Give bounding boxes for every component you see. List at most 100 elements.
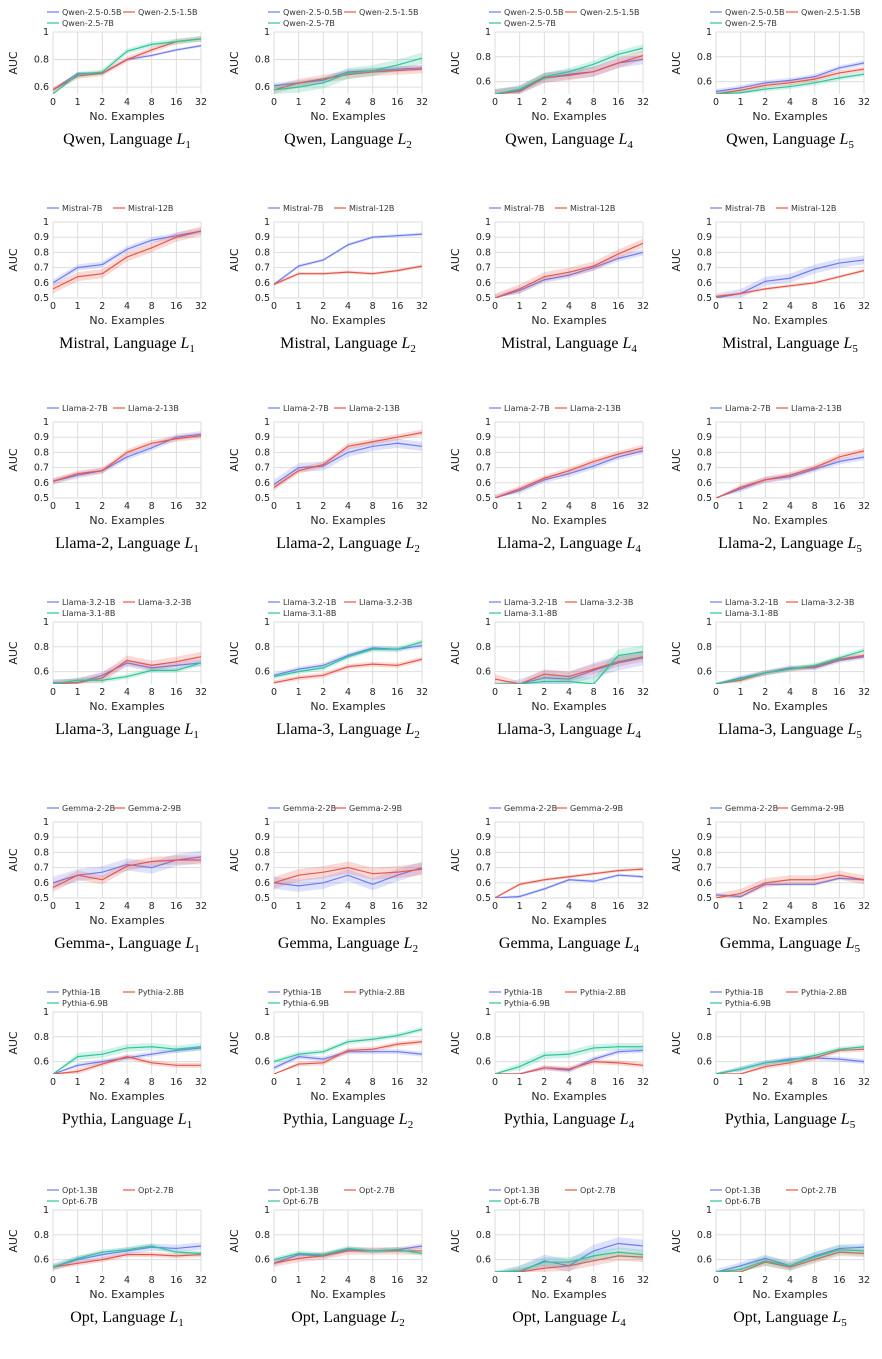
x-axis-label: No. Examples (310, 314, 385, 327)
confidence-band (716, 66, 864, 94)
plot-area (716, 255, 864, 298)
x-tick-label: 2 (762, 501, 768, 512)
x-tick-label: 0 (50, 1077, 56, 1088)
x-tick-label: 16 (170, 1077, 182, 1088)
panel-caption: Llama-2, Language L4 (497, 535, 641, 555)
plot-area (53, 36, 201, 94)
confidence-band (274, 232, 422, 286)
x-tick-label: 8 (370, 687, 376, 698)
y-tick-label: 0.6 (476, 278, 491, 289)
y-tick-label: 1 (264, 27, 270, 38)
y-tick-label: 0.9 (255, 832, 270, 843)
y-tick-label: 0.9 (476, 832, 491, 843)
x-tick-label: 0 (492, 1077, 498, 1088)
x-tick-label: 16 (391, 901, 403, 912)
x-axis-label: No. Examples (752, 1288, 827, 1301)
chart-panel: 0 1 2 4 8 16 32 0.6 0.8 1 No. Examples AUC Llama-3.2… (7, 598, 207, 741)
legend-label: Llama-3.2-1B (725, 598, 778, 607)
x-tick-label: 2 (762, 901, 768, 912)
x-tick-label: 1 (296, 97, 302, 108)
y-tick-label: 1 (706, 1205, 712, 1216)
panel-caption: Llama-3, Language L2 (276, 721, 420, 741)
legend-label: Qwen-2.5-0.5B (62, 8, 122, 17)
y-axis-label: AUC (7, 51, 20, 75)
panel-caption: Llama-2, Language L2 (276, 535, 420, 555)
y-tick-label: 1 (706, 1007, 712, 1018)
y-tick-label: 0.8 (34, 1230, 49, 1241)
y-tick-label: 0.9 (255, 232, 270, 243)
y-tick-label: 0.6 (697, 278, 712, 289)
x-tick-label: 32 (195, 687, 207, 698)
x-tick-label: 32 (195, 1077, 207, 1088)
series-line (53, 433, 201, 482)
x-tick-label: 4 (566, 687, 572, 698)
legend-label: Llama-3.1-8B (62, 609, 115, 618)
y-tick-label: 0.7 (697, 263, 712, 274)
x-tick-label: 0 (271, 1275, 277, 1286)
x-tick-label: 32 (195, 97, 207, 108)
x-tick-label: 0 (271, 501, 277, 512)
plot-area (495, 1043, 643, 1074)
x-axis-label: No. Examples (89, 110, 164, 123)
series-line (274, 641, 422, 678)
series-line (274, 867, 422, 887)
legend-label: Mistral-12B (128, 204, 173, 213)
x-tick-label: 2 (99, 501, 105, 512)
y-tick-label: 0.7 (34, 263, 49, 274)
y-tick-label: 0.7 (255, 863, 270, 874)
legend-label: Llama-3.2-3B (580, 598, 633, 607)
series-line (274, 68, 422, 91)
y-tick-label: 1 (485, 27, 491, 38)
x-tick-label: 4 (787, 301, 793, 312)
y-tick-label: 0.8 (476, 1032, 491, 1043)
x-tick-label: 4 (787, 1275, 793, 1286)
series-line (274, 1247, 422, 1261)
series-line (53, 1046, 201, 1074)
x-tick-label: 2 (541, 687, 547, 698)
y-tick-label: 0.9 (34, 432, 49, 443)
y-tick-label: 0.8 (34, 247, 49, 258)
series-line (495, 656, 643, 684)
legend-label: Llama-2-13B (791, 404, 842, 413)
x-tick-label: 4 (124, 687, 130, 698)
x-tick-label: 1 (517, 501, 523, 512)
x-tick-label: 16 (833, 301, 845, 312)
x-tick-label: 4 (124, 1275, 130, 1286)
x-tick-label: 1 (738, 97, 744, 108)
x-tick-label: 1 (738, 301, 744, 312)
series-line (495, 447, 643, 498)
series-line (716, 649, 864, 684)
legend-label: Llama-3.2-3B (359, 598, 412, 607)
x-tick-label: 0 (271, 97, 277, 108)
y-axis-label: AUC (449, 248, 462, 272)
confidence-band (53, 1252, 201, 1270)
y-tick-label: 0.6 (34, 667, 49, 678)
series-line (274, 866, 422, 884)
x-tick-label: 4 (787, 501, 793, 512)
x-axis-label: No. Examples (89, 514, 164, 527)
y-tick-label: 1 (43, 1205, 49, 1216)
x-tick-label: 1 (517, 301, 523, 312)
y-tick-label: 0.9 (697, 232, 712, 243)
x-tick-label: 4 (345, 97, 351, 108)
confidence-band (495, 1043, 643, 1074)
y-tick-label: 0.8 (34, 1032, 49, 1043)
x-tick-label: 8 (370, 901, 376, 912)
y-tick-label: 0.9 (34, 832, 49, 843)
legend-label: Qwen-2.5-7B (62, 19, 114, 28)
x-axis-label: No. Examples (89, 1288, 164, 1301)
x-tick-label: 8 (149, 687, 155, 698)
plot-area (716, 1044, 864, 1074)
y-tick-label: 0.8 (697, 447, 712, 458)
x-tick-label: 0 (50, 1275, 56, 1286)
x-tick-label: 32 (858, 1275, 870, 1286)
x-tick-label: 16 (170, 901, 182, 912)
series-line (274, 1028, 422, 1063)
x-tick-label: 1 (75, 901, 81, 912)
x-tick-label: 4 (787, 97, 793, 108)
x-tick-label: 32 (195, 901, 207, 912)
x-tick-label: 8 (370, 1077, 376, 1088)
y-tick-label: 0.8 (255, 55, 270, 66)
confidence-band (495, 1059, 643, 1074)
plot-area (716, 648, 864, 684)
